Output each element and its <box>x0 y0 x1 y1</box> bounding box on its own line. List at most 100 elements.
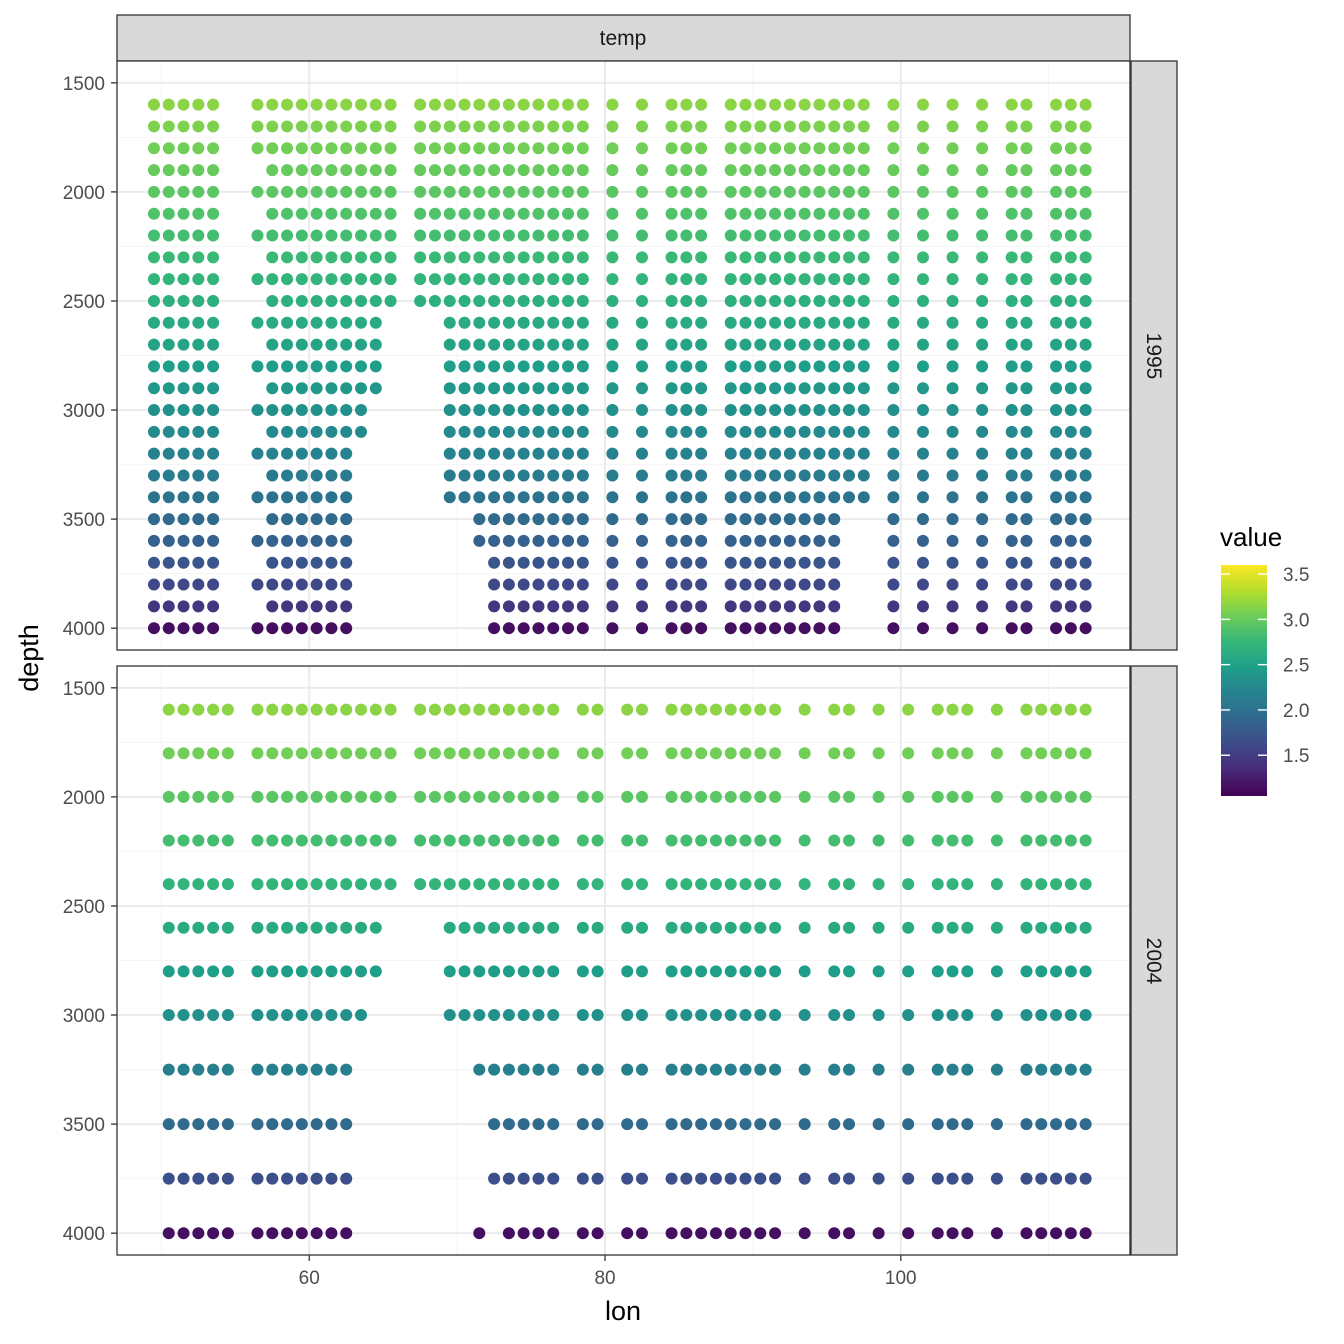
data-point <box>251 447 264 460</box>
data-point <box>266 142 279 155</box>
data-point <box>192 513 205 526</box>
data-point <box>1079 316 1092 329</box>
data-point <box>798 164 811 177</box>
data-point <box>724 382 737 395</box>
data-point <box>266 273 279 286</box>
data-point <box>606 185 619 198</box>
data-point <box>887 622 900 635</box>
data-point <box>576 790 589 803</box>
data-point <box>724 1118 737 1131</box>
data-point <box>310 447 323 460</box>
data-point <box>251 120 264 133</box>
data-point <box>473 382 486 395</box>
data-point <box>266 1172 279 1185</box>
data-point <box>325 747 338 760</box>
data-point <box>517 556 530 569</box>
data-point <box>769 600 782 613</box>
data-point <box>502 921 515 934</box>
data-point <box>887 469 900 482</box>
data-point <box>946 338 959 351</box>
data-point <box>473 251 486 264</box>
data-point <box>695 120 708 133</box>
data-point <box>843 120 856 133</box>
data-point <box>754 600 767 613</box>
data-point <box>340 747 353 760</box>
data-point <box>576 921 589 934</box>
data-point <box>547 229 560 242</box>
data-point <box>695 622 708 635</box>
data-point <box>828 425 841 438</box>
data-point <box>724 703 737 716</box>
data-point <box>221 1227 234 1240</box>
data-point <box>576 142 589 155</box>
data-point <box>1064 921 1077 934</box>
data-point <box>517 1227 530 1240</box>
data-point <box>325 921 338 934</box>
data-point <box>547 703 560 716</box>
data-point <box>1020 747 1033 760</box>
data-point <box>606 273 619 286</box>
data-point <box>1079 534 1092 547</box>
data-point <box>162 185 175 198</box>
data-point <box>547 1172 560 1185</box>
data-point <box>1020 207 1033 220</box>
data-point <box>1035 790 1048 803</box>
data-point <box>872 1227 885 1240</box>
data-point <box>251 834 264 847</box>
data-point <box>414 120 427 133</box>
data-point <box>695 491 708 504</box>
data-point <box>221 747 234 760</box>
data-point <box>281 878 294 891</box>
data-point <box>562 251 575 264</box>
data-point <box>162 360 175 373</box>
data-point <box>739 120 752 133</box>
data-point <box>547 534 560 547</box>
data-point <box>340 600 353 613</box>
data-point <box>1050 447 1063 460</box>
data-point <box>340 1118 353 1131</box>
data-point <box>769 790 782 803</box>
data-point <box>916 491 929 504</box>
data-point <box>695 98 708 111</box>
data-point <box>872 1063 885 1076</box>
data-point <box>207 578 220 591</box>
data-point <box>709 1227 722 1240</box>
data-point <box>162 98 175 111</box>
data-point <box>1020 513 1033 526</box>
data-point <box>147 622 160 635</box>
data-point <box>976 98 989 111</box>
data-point <box>414 142 427 155</box>
data-point <box>798 294 811 307</box>
data-point <box>443 294 456 307</box>
data-point <box>798 600 811 613</box>
data-point <box>828 491 841 504</box>
data-point <box>384 207 397 220</box>
data-point <box>281 921 294 934</box>
data-point <box>251 578 264 591</box>
data-point <box>147 404 160 417</box>
data-point <box>724 338 737 351</box>
data-point <box>547 338 560 351</box>
data-point <box>355 185 368 198</box>
data-point <box>887 425 900 438</box>
data-point <box>798 1172 811 1185</box>
data-point <box>1079 360 1092 373</box>
data-point <box>843 1063 856 1076</box>
data-point <box>1020 294 1033 307</box>
data-point <box>1020 703 1033 716</box>
data-point <box>813 251 826 264</box>
data-point <box>828 469 841 482</box>
data-point <box>665 251 678 264</box>
data-point <box>665 965 678 978</box>
data-point <box>458 425 471 438</box>
data-point <box>798 229 811 242</box>
data-point <box>606 294 619 307</box>
data-point <box>872 878 885 891</box>
data-point <box>177 878 190 891</box>
data-point <box>783 469 796 482</box>
data-point <box>961 834 974 847</box>
data-point <box>147 120 160 133</box>
data-point <box>813 513 826 526</box>
data-point <box>325 229 338 242</box>
